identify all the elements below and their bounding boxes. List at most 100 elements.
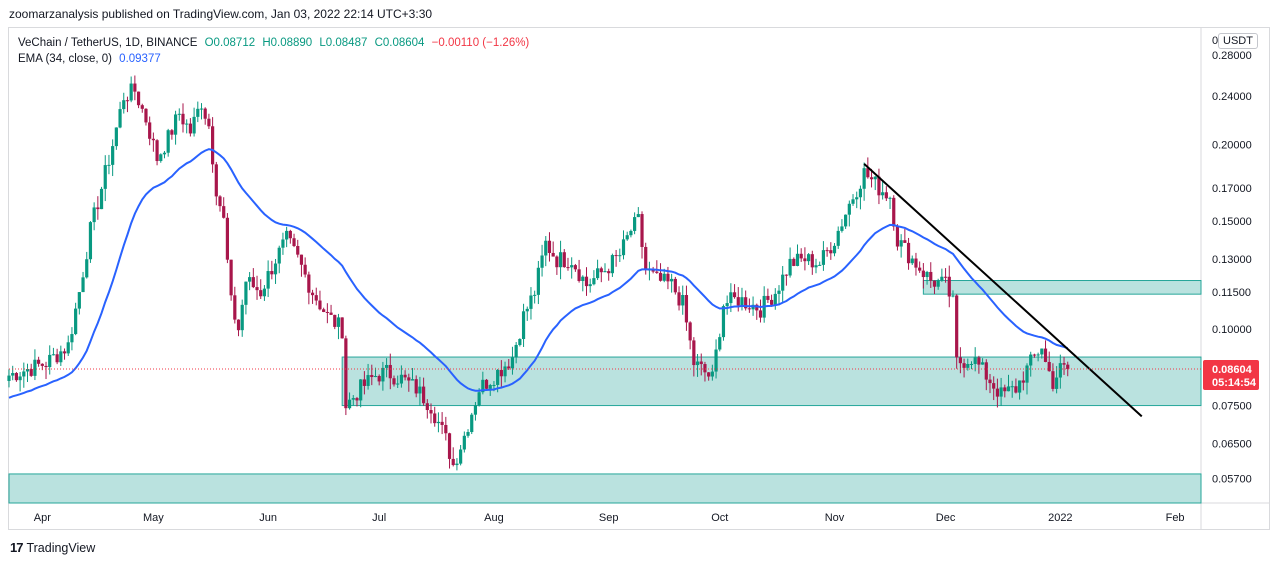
legend-ohlc-row: VeChain / TetherUS, 1D, BINANCE O0.08712…: [18, 35, 533, 51]
candle-body: [533, 294, 537, 296]
candle-body: [777, 290, 781, 294]
candle-body: [33, 359, 37, 376]
candle-body: [558, 252, 563, 268]
candle-body: [1003, 387, 1007, 392]
legend-high: H0.08890: [262, 37, 313, 49]
chart-frame: [8, 27, 1270, 530]
candle-body: [25, 369, 30, 372]
candle-body: [514, 344, 518, 358]
candle-body: [718, 337, 722, 350]
candle-body: [107, 164, 111, 166]
candle-body: [570, 265, 574, 268]
candle-body: [962, 363, 966, 368]
candle-body: [584, 276, 589, 287]
candle-body: [44, 365, 48, 368]
candle-body: [199, 108, 204, 110]
candle-body: [873, 176, 877, 180]
candle-body: [359, 379, 363, 401]
price-tick-label: 0.20000: [1212, 140, 1252, 152]
candle-body: [555, 256, 559, 268]
price-tick-label: 0.15000: [1212, 216, 1252, 228]
candle-body: [248, 277, 252, 282]
candle-body: [984, 362, 988, 380]
candle-body: [747, 308, 751, 310]
candle-body: [1010, 386, 1014, 388]
candle-body: [240, 304, 244, 331]
candle-body: [566, 267, 570, 269]
candle-body: [895, 226, 900, 247]
candle-body: [496, 369, 500, 385]
candle-body: [866, 168, 870, 178]
candle-body: [551, 252, 555, 257]
candle-body: [236, 319, 241, 331]
time-tick-label: Apr: [34, 512, 51, 524]
candle-body: [784, 274, 788, 276]
candle-body: [440, 421, 444, 425]
candle-body: [599, 268, 603, 273]
candle-body: [40, 363, 44, 366]
candle-body: [803, 258, 807, 262]
currency-button[interactable]: USDT: [1218, 33, 1258, 49]
candle-body: [651, 269, 655, 272]
candle-body: [781, 274, 785, 291]
tradingview-logo[interactable]: 17 TradingView: [10, 540, 95, 555]
candle-body: [477, 392, 481, 406]
candle-body: [48, 354, 52, 368]
candle-body: [222, 206, 226, 218]
candle-body: [855, 197, 859, 200]
candle-body: [877, 176, 881, 196]
candle-body: [610, 255, 615, 274]
candle-body: [499, 369, 503, 377]
current-price-label: 0.08604: [1212, 364, 1253, 376]
candle-body: [181, 113, 185, 125]
candle-body: [148, 122, 152, 139]
candle-body: [355, 398, 359, 401]
candle-body: [196, 108, 200, 117]
candle-body: [133, 83, 137, 92]
candle-body: [980, 362, 985, 365]
candle-body: [773, 293, 777, 305]
candle-body: [296, 246, 300, 255]
candle-body: [177, 113, 181, 115]
candle-body: [255, 287, 259, 291]
candle-body: [618, 255, 622, 257]
candle-body: [170, 130, 174, 135]
candle-body: [914, 258, 918, 268]
ema-value: 0.09377: [119, 53, 161, 65]
candle-body: [96, 207, 100, 210]
candle-body: [732, 292, 737, 298]
candle-body: [118, 109, 122, 128]
candle-body: [103, 165, 107, 189]
candle-body: [155, 140, 159, 162]
candle-body: [92, 207, 96, 223]
candle-body: [333, 314, 337, 327]
candle-body: [595, 268, 600, 279]
time-tick-label: May: [143, 512, 164, 524]
price-tick-label: 0.17000: [1212, 183, 1252, 195]
candle-body: [840, 226, 844, 231]
legend-low: L0.08487: [319, 37, 368, 49]
candle-body: [958, 357, 962, 364]
candle-body: [947, 276, 951, 297]
candles: [7, 75, 1070, 471]
candle-body: [466, 432, 470, 436]
time-tick-label: Aug: [484, 512, 504, 524]
candle-body: [995, 388, 999, 397]
candle-body: [510, 357, 515, 369]
candle-body: [869, 177, 874, 180]
candle-body: [251, 277, 255, 288]
candle-body: [425, 403, 429, 411]
candle-body: [955, 295, 959, 358]
candle-body: [1021, 380, 1025, 383]
candle-body: [81, 277, 85, 293]
candle-body: [351, 398, 355, 400]
candle-body: [22, 371, 26, 377]
candle-body: [636, 214, 640, 218]
candle-body: [932, 280, 937, 287]
candle-body: [795, 253, 800, 266]
candle-body: [211, 126, 215, 165]
legend-ema-row[interactable]: EMA (34, close, 0) 0.09377: [18, 51, 533, 67]
candle-body: [77, 292, 81, 309]
candle-body: [318, 300, 322, 310]
